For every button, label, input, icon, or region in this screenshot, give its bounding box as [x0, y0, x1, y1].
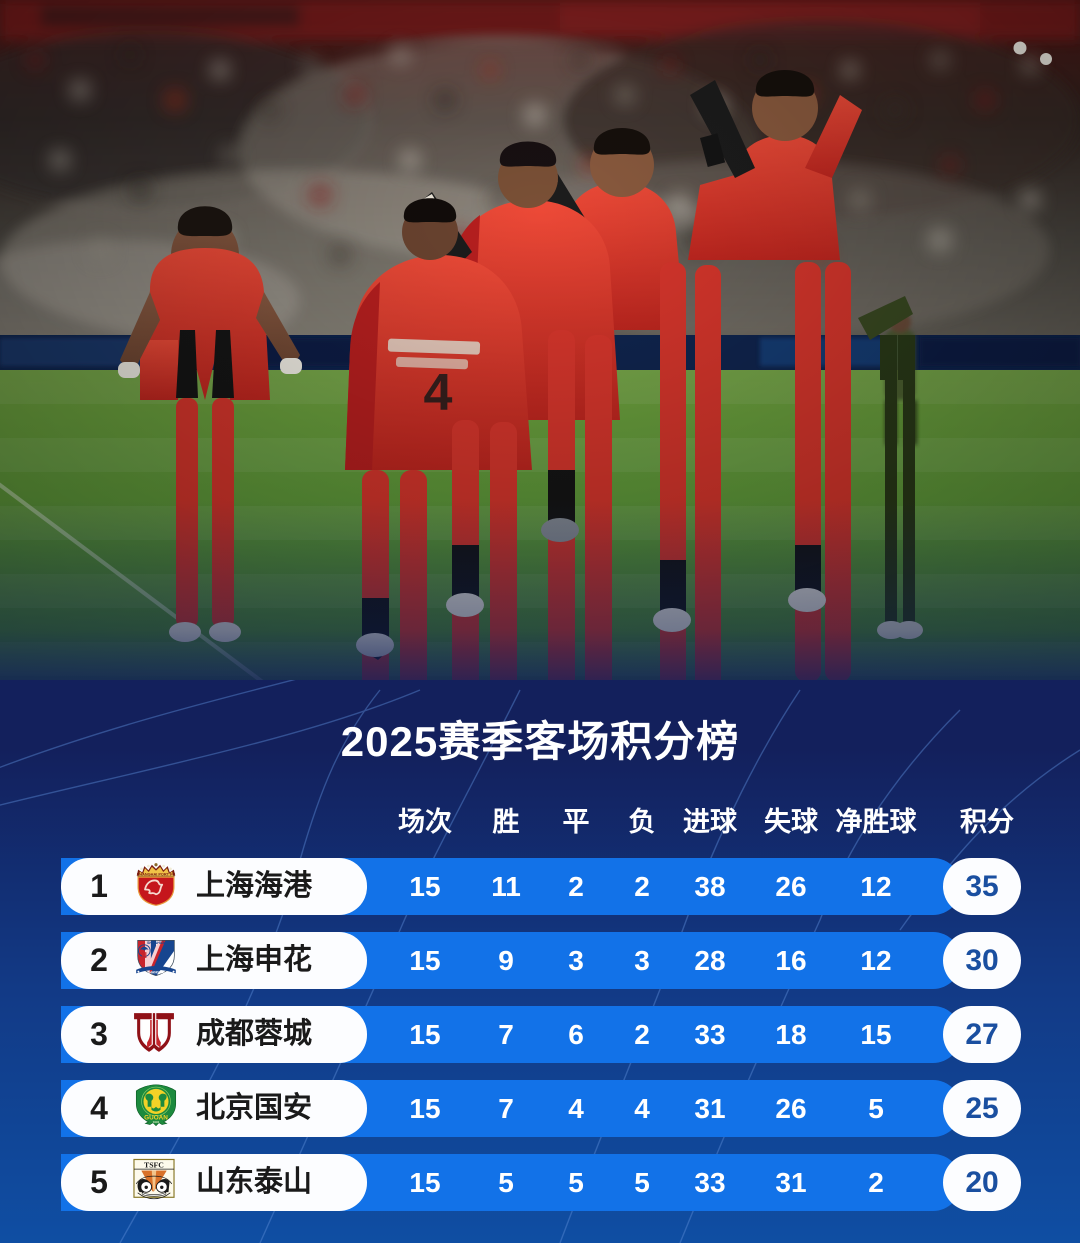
svg-text:SHANGHAI PORT FC: SHANGHAI PORT FC [137, 872, 176, 876]
svg-text:SHANGHAI: SHANGHAI [147, 970, 164, 974]
svg-text:TSFC: TSFC [144, 1160, 164, 1169]
svg-text:SHENHUA: SHENHUA [147, 941, 165, 945]
svg-text:1991: 1991 [153, 1120, 160, 1124]
